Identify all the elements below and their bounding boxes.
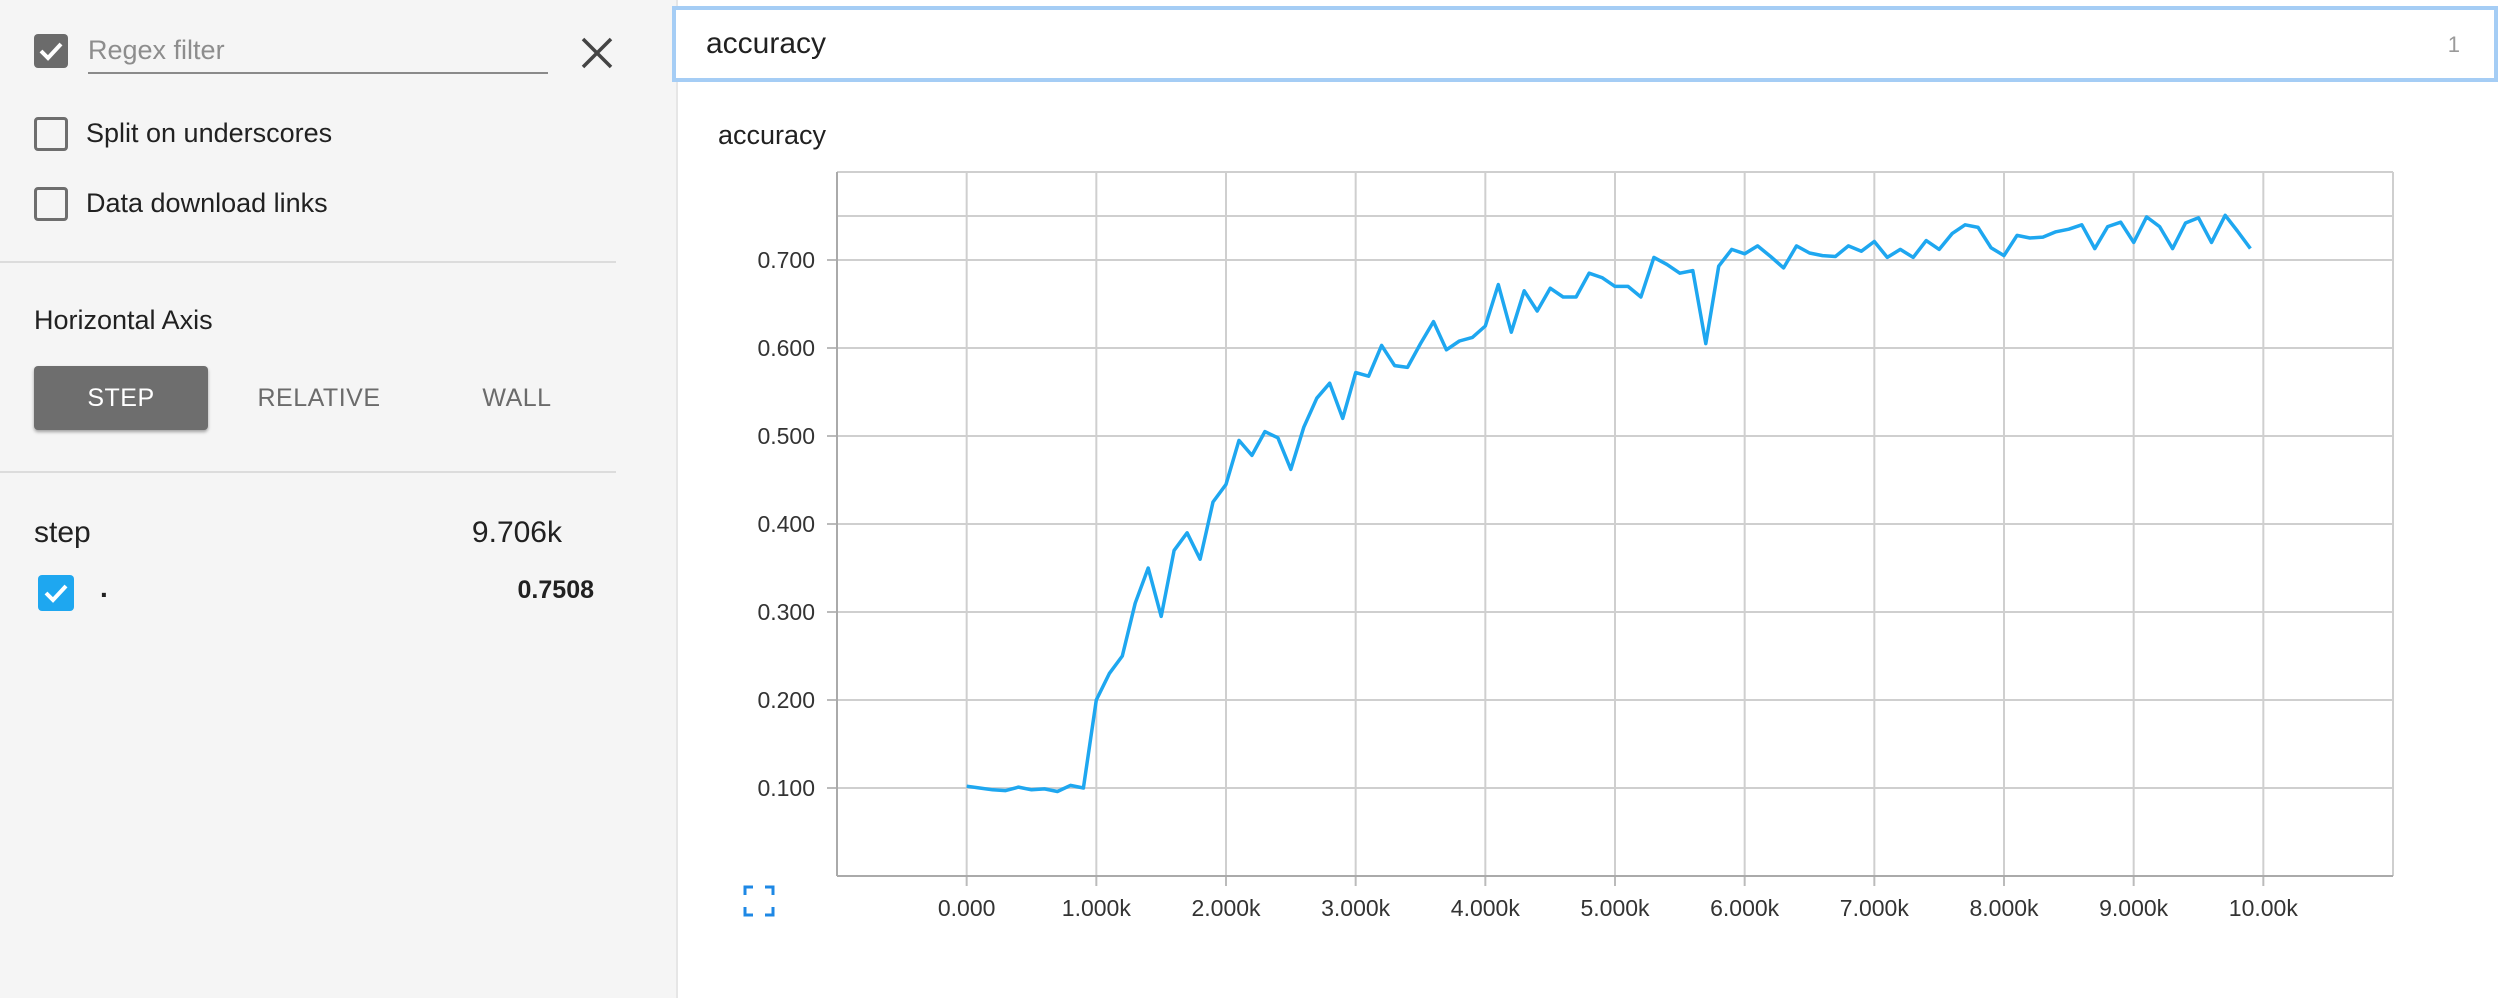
axis-relative-button[interactable]: RELATIVE [257,383,381,412]
x-tick-label: 1.000k [1062,895,1132,921]
tooltip-header-label: step [34,516,91,549]
y-tick-label: 0.700 [757,247,815,273]
run-checkbox[interactable] [38,575,74,611]
close-icon[interactable] [578,34,616,72]
split-on-underscores-label: Split on underscores [86,118,333,148]
data-download-links-label: Data download links [86,188,328,218]
y-tick-label: 0.300 [757,599,815,625]
axis-wall-button[interactable]: WALL [482,383,552,412]
x-tick-label: 6.000k [1710,895,1780,921]
tag-filter-bar: 1 [672,6,2498,82]
x-tick-label: 8.000k [1969,895,2039,921]
tag-filter-input[interactable] [706,10,2306,78]
y-tick-label: 0.400 [757,511,815,537]
horizontal-axis-title: Horizontal Axis [34,305,213,335]
checkmark-icon [44,584,68,603]
x-tick-label: 3.000k [1321,895,1391,921]
x-tick-label: 7.000k [1840,895,1910,921]
regex-filter-checkbox[interactable] [34,34,68,68]
chart-title: accuracy [718,120,827,150]
x-tick-label: 2.000k [1191,895,1261,921]
checkmark-icon [39,42,63,61]
y-tick-label: 0.500 [757,423,815,449]
match-count: 1 [2447,32,2460,57]
y-tick-label: 0.100 [757,775,815,801]
x-tick-label: 0.000 [938,895,996,921]
x-tick-label: 4.000k [1451,895,1521,921]
y-tick-label: 0.600 [757,335,815,361]
axis-step-button[interactable]: STEP [34,366,208,430]
x-tick-label: 9.000k [2099,895,2169,921]
x-tick-label: 5.000k [1580,895,1650,921]
run-name: . [100,572,108,603]
split-on-underscores-checkbox[interactable] [34,117,68,151]
divider [0,261,616,263]
x-tick-label: 10.00k [2229,895,2299,921]
run-value: 0.7508 [517,576,594,604]
series-line [966,213,2252,794]
accuracy-chart[interactable]: 0.000 1.000k 2.000k 3.000k 4.000k 5.000k 6.000… [680,150,2420,940]
expand-icon[interactable] [742,884,776,918]
tooltip-header-value: 9.706k [471,516,562,549]
data-download-links-checkbox[interactable] [34,187,68,221]
regex-filter-input[interactable] [88,28,548,74]
y-tick-label: 0.200 [757,687,815,713]
sidebar: Split on underscores Data download links… [0,0,678,998]
divider [0,471,616,473]
